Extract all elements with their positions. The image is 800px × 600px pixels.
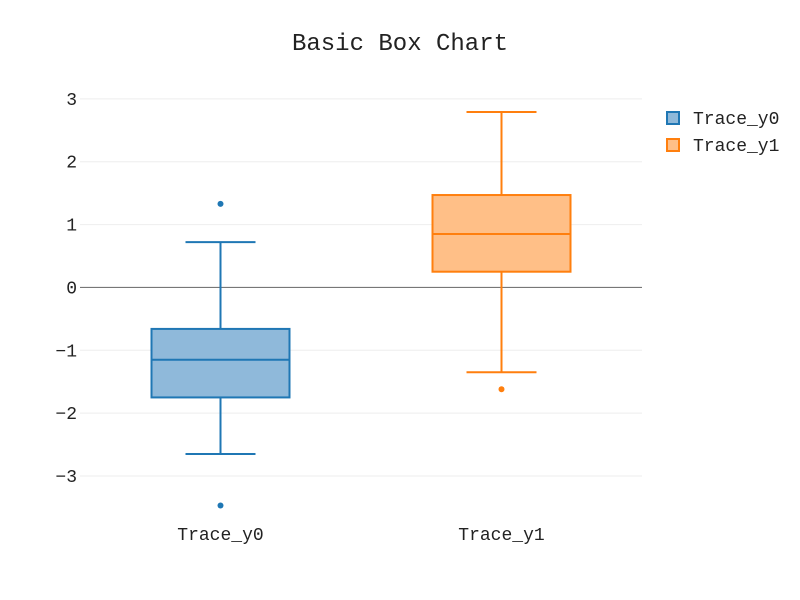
y-tick-label: −3	[55, 468, 77, 488]
box-plot-trace-y0	[150, 200, 291, 509]
y-tick-label: 2	[66, 154, 77, 174]
box-iqr	[150, 327, 291, 399]
y-tick-label: 0	[66, 279, 77, 299]
box-plot-trace-y1	[431, 111, 572, 393]
outlier-point	[217, 502, 224, 509]
legend-item-trace-y1[interactable]: Trace_y1	[666, 137, 779, 157]
y-tick-label: 3	[66, 91, 77, 111]
y-tick-label: −2	[55, 405, 77, 425]
legend-item-trace-y0[interactable]: Trace_y0	[666, 110, 779, 130]
x-axis-ticks: Trace_y0 Trace_y1	[177, 526, 544, 546]
y-axis-ticks: −3 −2 −1 0 1 2 3	[55, 91, 77, 488]
outlier-point	[217, 200, 224, 207]
y-tick-label: −1	[55, 342, 77, 362]
x-tick-label: Trace_y1	[458, 526, 544, 546]
legend-label: Trace_y1	[693, 137, 779, 157]
y-tick-label: 1	[66, 217, 77, 237]
chart-title: Basic Box Chart	[292, 31, 508, 58]
box-plots	[150, 111, 572, 509]
legend-label: Trace_y0	[693, 110, 779, 130]
legend-swatch	[666, 138, 680, 152]
x-tick-label: Trace_y0	[177, 526, 263, 546]
legend[interactable]: Trace_y0 Trace_y1	[666, 110, 779, 157]
legend-swatch	[666, 111, 680, 125]
outlier-point	[498, 386, 505, 393]
